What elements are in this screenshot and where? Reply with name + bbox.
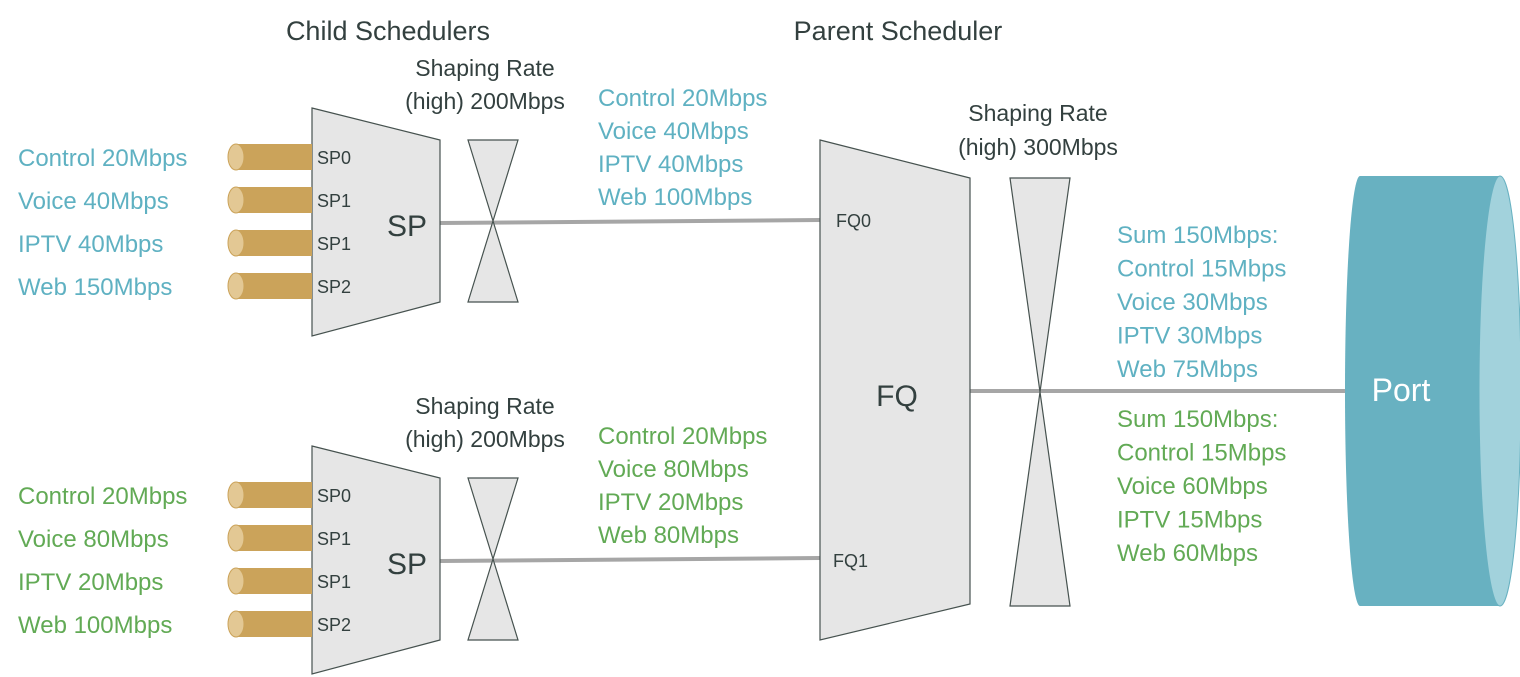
child_bottom-queue-cylinder: [236, 525, 312, 551]
child_top-output-rate: Voice 40Mbps: [598, 118, 749, 145]
parent-scheduler-title: Parent Scheduler: [794, 16, 1003, 46]
port-cylinder-face: [1478, 175, 1520, 607]
child_bottom-queue-cylinder: [236, 482, 312, 508]
child_top-queue-cylinder-end: [227, 186, 245, 214]
child_bottom-link-line: [439, 556, 821, 563]
parent-output-rate-top: IPTV 30Mbps: [1117, 323, 1262, 350]
child_top-input-rate: IPTV 40Mbps: [18, 231, 163, 258]
child_bottom-queue-cylinder: [236, 611, 312, 637]
child_top-shaper-icon: [467, 139, 519, 303]
child_bottom-shaper-icon: [467, 477, 519, 641]
fq0-label: FQ0: [836, 211, 871, 231]
child_bottom-input-rate: Voice 80Mbps: [18, 526, 169, 553]
child_bottom-input-rate: IPTV 20Mbps: [18, 569, 163, 596]
child_bottom-queue-cylinder: [236, 568, 312, 594]
child_bottom-queue-cylinder-end: [227, 567, 245, 595]
parent-output-rate-bottom: Voice 60Mbps: [1117, 473, 1268, 500]
child_bottom-sp-label: SP: [387, 548, 427, 581]
child_top-queue-cylinder-end: [227, 229, 245, 257]
child_top-queue-cylinder: [236, 273, 312, 299]
parent-output-rate-bottom: IPTV 15Mbps: [1117, 507, 1262, 534]
child_top-sp-scheduler: [311, 107, 441, 337]
child_top-queue-label: SP1: [317, 191, 351, 211]
child_bottom-queue-label: SP0: [317, 486, 351, 506]
parent-output-rate-top: Voice 30Mbps: [1117, 289, 1268, 316]
child_bottom-queue-label: SP1: [317, 572, 351, 592]
child_bottom-queue-cylinder-end: [227, 524, 245, 552]
parent-output-rate-top: Web 75Mbps: [1117, 356, 1258, 383]
parent-output-rate-bottom: Web 60Mbps: [1117, 540, 1258, 567]
child_top-queue-label: SP0: [317, 148, 351, 168]
child_bottom-output-rate: Control 20Mbps: [598, 423, 767, 450]
child_top-input-rate: Voice 40Mbps: [18, 188, 169, 215]
child_bottom-queue-cylinder-end: [227, 481, 245, 509]
child_top-shaping-rate-text: Shaping Rate: [415, 55, 554, 81]
child_top-shaping-rate-text: (high) 200Mbps: [405, 88, 565, 114]
parent-output-rate-bottom: Sum 150Mbps:: [1117, 406, 1278, 433]
child_bottom-shaping-rate-text: Shaping Rate: [415, 393, 554, 419]
child_bottom-group: SP SP0 Control 20Mbps SP1 Voice 80Mbps SP1 IPT…: [18, 393, 821, 675]
child_bottom-queue-cylinder-end: [227, 610, 245, 638]
parent-output-rate-top: Control 15Mbps: [1117, 256, 1286, 283]
parent-output-rate-top: Sum 150Mbps:: [1117, 222, 1278, 249]
port-label: Port: [1372, 372, 1431, 408]
parent-shaping-rate-text: Shaping Rate: [968, 100, 1107, 126]
child_bottom-input-rate: Web 100Mbps: [18, 612, 172, 639]
child_bottom-shaping-rate-text: (high) 200Mbps: [405, 426, 565, 452]
child_top-queue-cylinder: [236, 144, 312, 170]
child_top-queue-label: SP1: [317, 234, 351, 254]
child_top-sp-label: SP: [387, 210, 427, 243]
parent-output-rate-bottom: Control 15Mbps: [1117, 440, 1286, 467]
child-schedulers-title: Child Schedulers: [286, 16, 490, 46]
child_top-output-rate: Control 20Mbps: [598, 85, 767, 112]
child_bottom-output-rate: Voice 80Mbps: [598, 456, 749, 483]
child_top-output-rate: Web 100Mbps: [598, 184, 752, 211]
parent-shaper-icon: [1009, 177, 1071, 607]
child_top-input-rate: Web 150Mbps: [18, 274, 172, 301]
child_bottom-output-rate: IPTV 20Mbps: [598, 489, 743, 516]
child_bottom-output-rate: Web 80Mbps: [598, 522, 739, 549]
parent-shaping-rate-text: (high) 300Mbps: [958, 134, 1118, 160]
fq-scheduler: [819, 139, 971, 641]
port-cylinder: [1345, 176, 1500, 606]
child_bottom-queue-label: SP2: [317, 615, 351, 635]
fq-label: FQ: [876, 380, 918, 413]
child_bottom-queue-label: SP1: [317, 529, 351, 549]
child_top-queue-cylinder-end: [227, 143, 245, 171]
child_top-queue-cylinder: [236, 187, 312, 213]
child_bottom-input-rate: Control 20Mbps: [18, 483, 187, 510]
child_top-queue-cylinder-end: [227, 272, 245, 300]
child_top-queue-cylinder: [236, 230, 312, 256]
child_bottom-sp-scheduler: [311, 445, 441, 675]
child_top-link-line: [439, 218, 821, 225]
fq1-label: FQ1: [833, 551, 868, 571]
child_top-group: SP SP0 Control 20Mbps SP1 Voice 40Mbps SP1 IPT…: [18, 55, 821, 337]
child_top-output-rate: IPTV 40Mbps: [598, 151, 743, 178]
child_top-queue-label: SP2: [317, 277, 351, 297]
child_top-input-rate: Control 20Mbps: [18, 145, 187, 172]
